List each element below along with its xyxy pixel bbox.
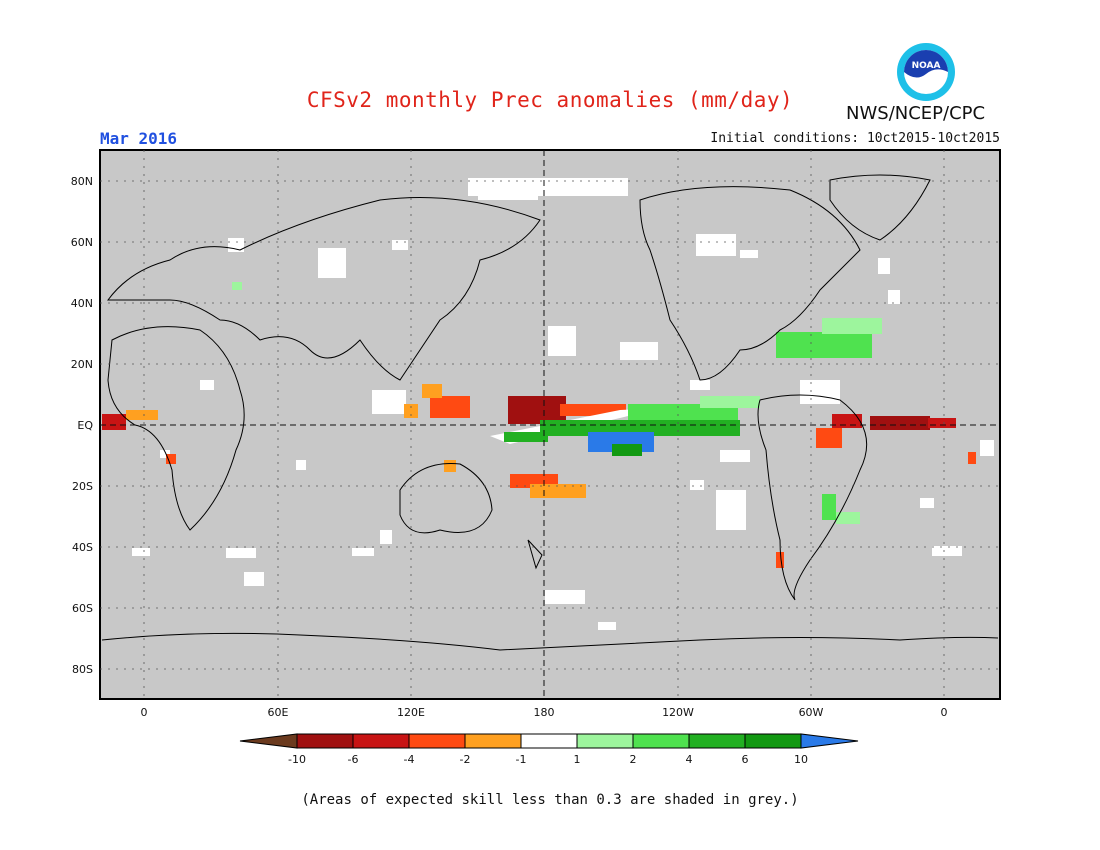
colorbar-swatch [239, 733, 298, 749]
agency-label: NWS/NCEP/CPC [846, 103, 986, 124]
wet-anomalies [232, 282, 882, 524]
lon-label: 60E [268, 706, 289, 719]
lat-label: 20N [71, 358, 93, 371]
lon-labels: 0 60E 120E 180 120W 60W 0 [141, 706, 948, 719]
valid-month-label: Mar 2016 [100, 129, 178, 148]
colorbar-swatch [464, 733, 522, 749]
colorbar-swatch [408, 733, 466, 749]
colorbar-tick: -10 [288, 753, 306, 766]
lat-labels: 80N 60N 40N 20N EQ 20S 40S 60S 80S [71, 175, 94, 676]
colorbar-swatch [352, 733, 410, 749]
colorbar-tick: -2 [460, 753, 471, 766]
lon-label: 0 [141, 706, 148, 719]
colorbar-tick: -6 [348, 753, 359, 766]
colorbar-tick: 6 [742, 753, 749, 766]
lat-label: 60S [72, 602, 93, 615]
lon-label: 120W [662, 706, 694, 719]
lat-label: 80N [71, 175, 93, 188]
lon-label: 120E [397, 706, 425, 719]
map-grid [100, 150, 1000, 699]
colorbar-tick: 10 [794, 753, 808, 766]
colorbar-tick: -1 [516, 753, 527, 766]
noaa-logo: NOAA [897, 43, 955, 101]
colorbar-swatch [744, 733, 802, 749]
svg-text:NOAA: NOAA [912, 61, 941, 71]
skill-footnote: (Areas of expected skill less than 0.3 a… [301, 792, 799, 808]
lat-label: 40N [71, 297, 93, 310]
lat-label: EQ [77, 419, 93, 432]
colorbar-tick: 1 [574, 753, 581, 766]
white-patches [132, 178, 994, 630]
initial-conditions-label: Initial conditions: 10ct2015-10ct2015 [710, 131, 1000, 146]
coastlines [101, 174, 999, 651]
colorbar-swatch [632, 733, 690, 749]
colorbar: -10 -6 -4 -2 -1 1 2 4 6 10 [239, 733, 859, 766]
lon-label: 60W [799, 706, 824, 719]
lat-label: 60N [71, 236, 93, 249]
colorbar-tick: 4 [686, 753, 693, 766]
lat-label: 20S [72, 480, 93, 493]
lat-label: 80S [72, 663, 93, 676]
equator-dateline [100, 150, 1000, 699]
map-title: CFSv2 monthly Prec anomalies (mm/day) [306, 88, 794, 112]
colorbar-swatch [520, 733, 578, 749]
lon-label: 180 [534, 706, 555, 719]
colorbar-tick: 2 [630, 753, 637, 766]
lat-label: 40S [72, 541, 93, 554]
colorbar-tick: -4 [404, 753, 415, 766]
lon-label: 0 [941, 706, 948, 719]
colorbar-swatch [688, 733, 746, 749]
colorbar-swatch [576, 733, 634, 749]
colorbar-swatch [800, 733, 859, 749]
colorbar-swatch [296, 733, 354, 749]
